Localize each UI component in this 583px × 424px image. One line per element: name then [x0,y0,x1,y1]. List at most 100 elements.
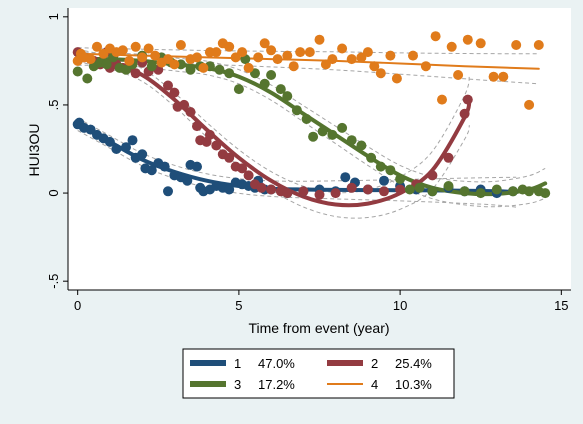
data-point-series-1 [146,165,157,176]
data-point-series-4 [295,47,306,58]
data-point-series-4 [475,38,486,49]
fit-line-series-4 [76,52,540,70]
data-point-series-3 [185,64,196,75]
data-point-series-2 [462,94,473,105]
data-point-series-3 [214,64,225,75]
data-point-series-4 [92,41,102,52]
data-point-series-4 [420,61,431,72]
data-point-series-2 [130,68,141,79]
data-point-series-4 [314,34,325,45]
data-point-series-3 [301,114,312,124]
data-point-series-3 [524,186,535,197]
data-point-series-3 [82,73,93,84]
data-point-series-2 [237,163,248,174]
data-point-series-3 [414,182,425,193]
data-point-series-2 [185,107,196,117]
data-point-series-1 [224,184,235,195]
data-point-series-1 [127,135,138,146]
data-point-series-4 [304,47,315,58]
data-point-series-4 [150,50,161,61]
data-point-series-3 [101,59,112,70]
data-point-series-2 [298,186,309,197]
data-point-series-4 [453,70,464,80]
data-point-series-3 [395,174,406,184]
data-point-series-4 [437,94,447,105]
data-point-series-4 [327,54,338,65]
data-point-series-2 [282,188,293,199]
data-point-series-3 [308,131,319,142]
y-axis-title: HUI3OU [26,124,42,177]
data-point-series-4 [169,59,180,70]
legend-box [182,348,455,399]
legend-share-3: 17.2% [258,377,295,392]
data-point-series-4 [346,54,357,65]
data-point-series-4 [143,43,154,54]
data-point-series-2 [179,99,190,110]
data-point-series-3 [282,91,293,102]
x-axis-title: Time from event (year) [248,320,389,336]
data-point-series-1 [121,142,131,153]
data-point-series-3 [259,78,270,89]
data-point-series-3 [72,66,83,77]
legend-label-2: 2 [371,356,378,371]
data-point-series-2 [243,170,254,181]
data-point-series-4 [488,71,499,82]
legend-key-1 [190,360,226,366]
data-point-series-4 [288,61,299,72]
legend-label-1: 1 [234,356,241,371]
data-point-series-2 [266,184,277,195]
y-tick-label: 0 [46,189,61,196]
data-point-series-1 [137,149,148,160]
data-point-series-2 [443,152,454,163]
data-point-series-3 [266,70,277,80]
data-point-series-4 [124,55,135,66]
data-point-series-1 [182,175,193,186]
data-point-series-4 [375,68,386,79]
legend-share-2: 25.4% [395,356,432,371]
data-point-series-4 [253,52,264,63]
data-point-series-4 [237,47,248,58]
data-point-series-1 [111,144,122,154]
data-point-series-4 [362,47,373,58]
data-point-series-4 [391,73,402,84]
data-point-series-3 [275,84,286,95]
legend-share-1: 47.0% [258,356,295,371]
data-point-series-4 [192,52,202,63]
legend: 1 47.0% 2 25.4% 3 17.2% 4 10.3% [182,348,455,399]
data-point-series-2 [395,184,406,195]
data-point-series-4 [498,71,509,82]
data-point-series-4 [224,41,235,52]
data-point-series-4 [430,31,441,42]
data-point-series-4 [282,50,293,61]
data-point-series-3 [366,152,377,163]
data-point-series-1 [192,161,202,172]
data-point-series-4 [259,38,270,49]
data-point-series-4 [446,41,457,52]
confidence-band-1-upper [77,117,517,182]
data-point-series-3 [443,181,454,191]
data-point-series-2 [427,170,438,181]
data-point-series-3 [327,129,338,140]
data-point-series-2 [211,140,222,151]
data-point-series-1 [104,136,115,147]
y-tick-label: .5 [46,100,61,111]
data-point-series-4 [533,40,544,50]
data-point-series-3 [291,105,302,116]
data-point-series-2 [346,182,357,193]
data-point-series-3 [346,135,357,146]
data-point-series-4 [272,54,283,65]
data-point-series-1 [163,186,173,197]
legend-key-3 [190,381,226,387]
data-point-series-4 [524,99,535,110]
data-point-series-2 [224,152,235,163]
data-point-series-2 [256,182,267,193]
data-point-series-4 [266,45,277,56]
data-points-layer [72,31,551,200]
data-point-series-1 [159,161,170,172]
data-point-series-3 [508,186,518,197]
data-point-series-3 [317,126,328,137]
plot-background [68,8,571,290]
data-point-series-3 [375,161,386,172]
data-point-series-4 [243,62,254,73]
data-point-series-4 [175,40,186,50]
